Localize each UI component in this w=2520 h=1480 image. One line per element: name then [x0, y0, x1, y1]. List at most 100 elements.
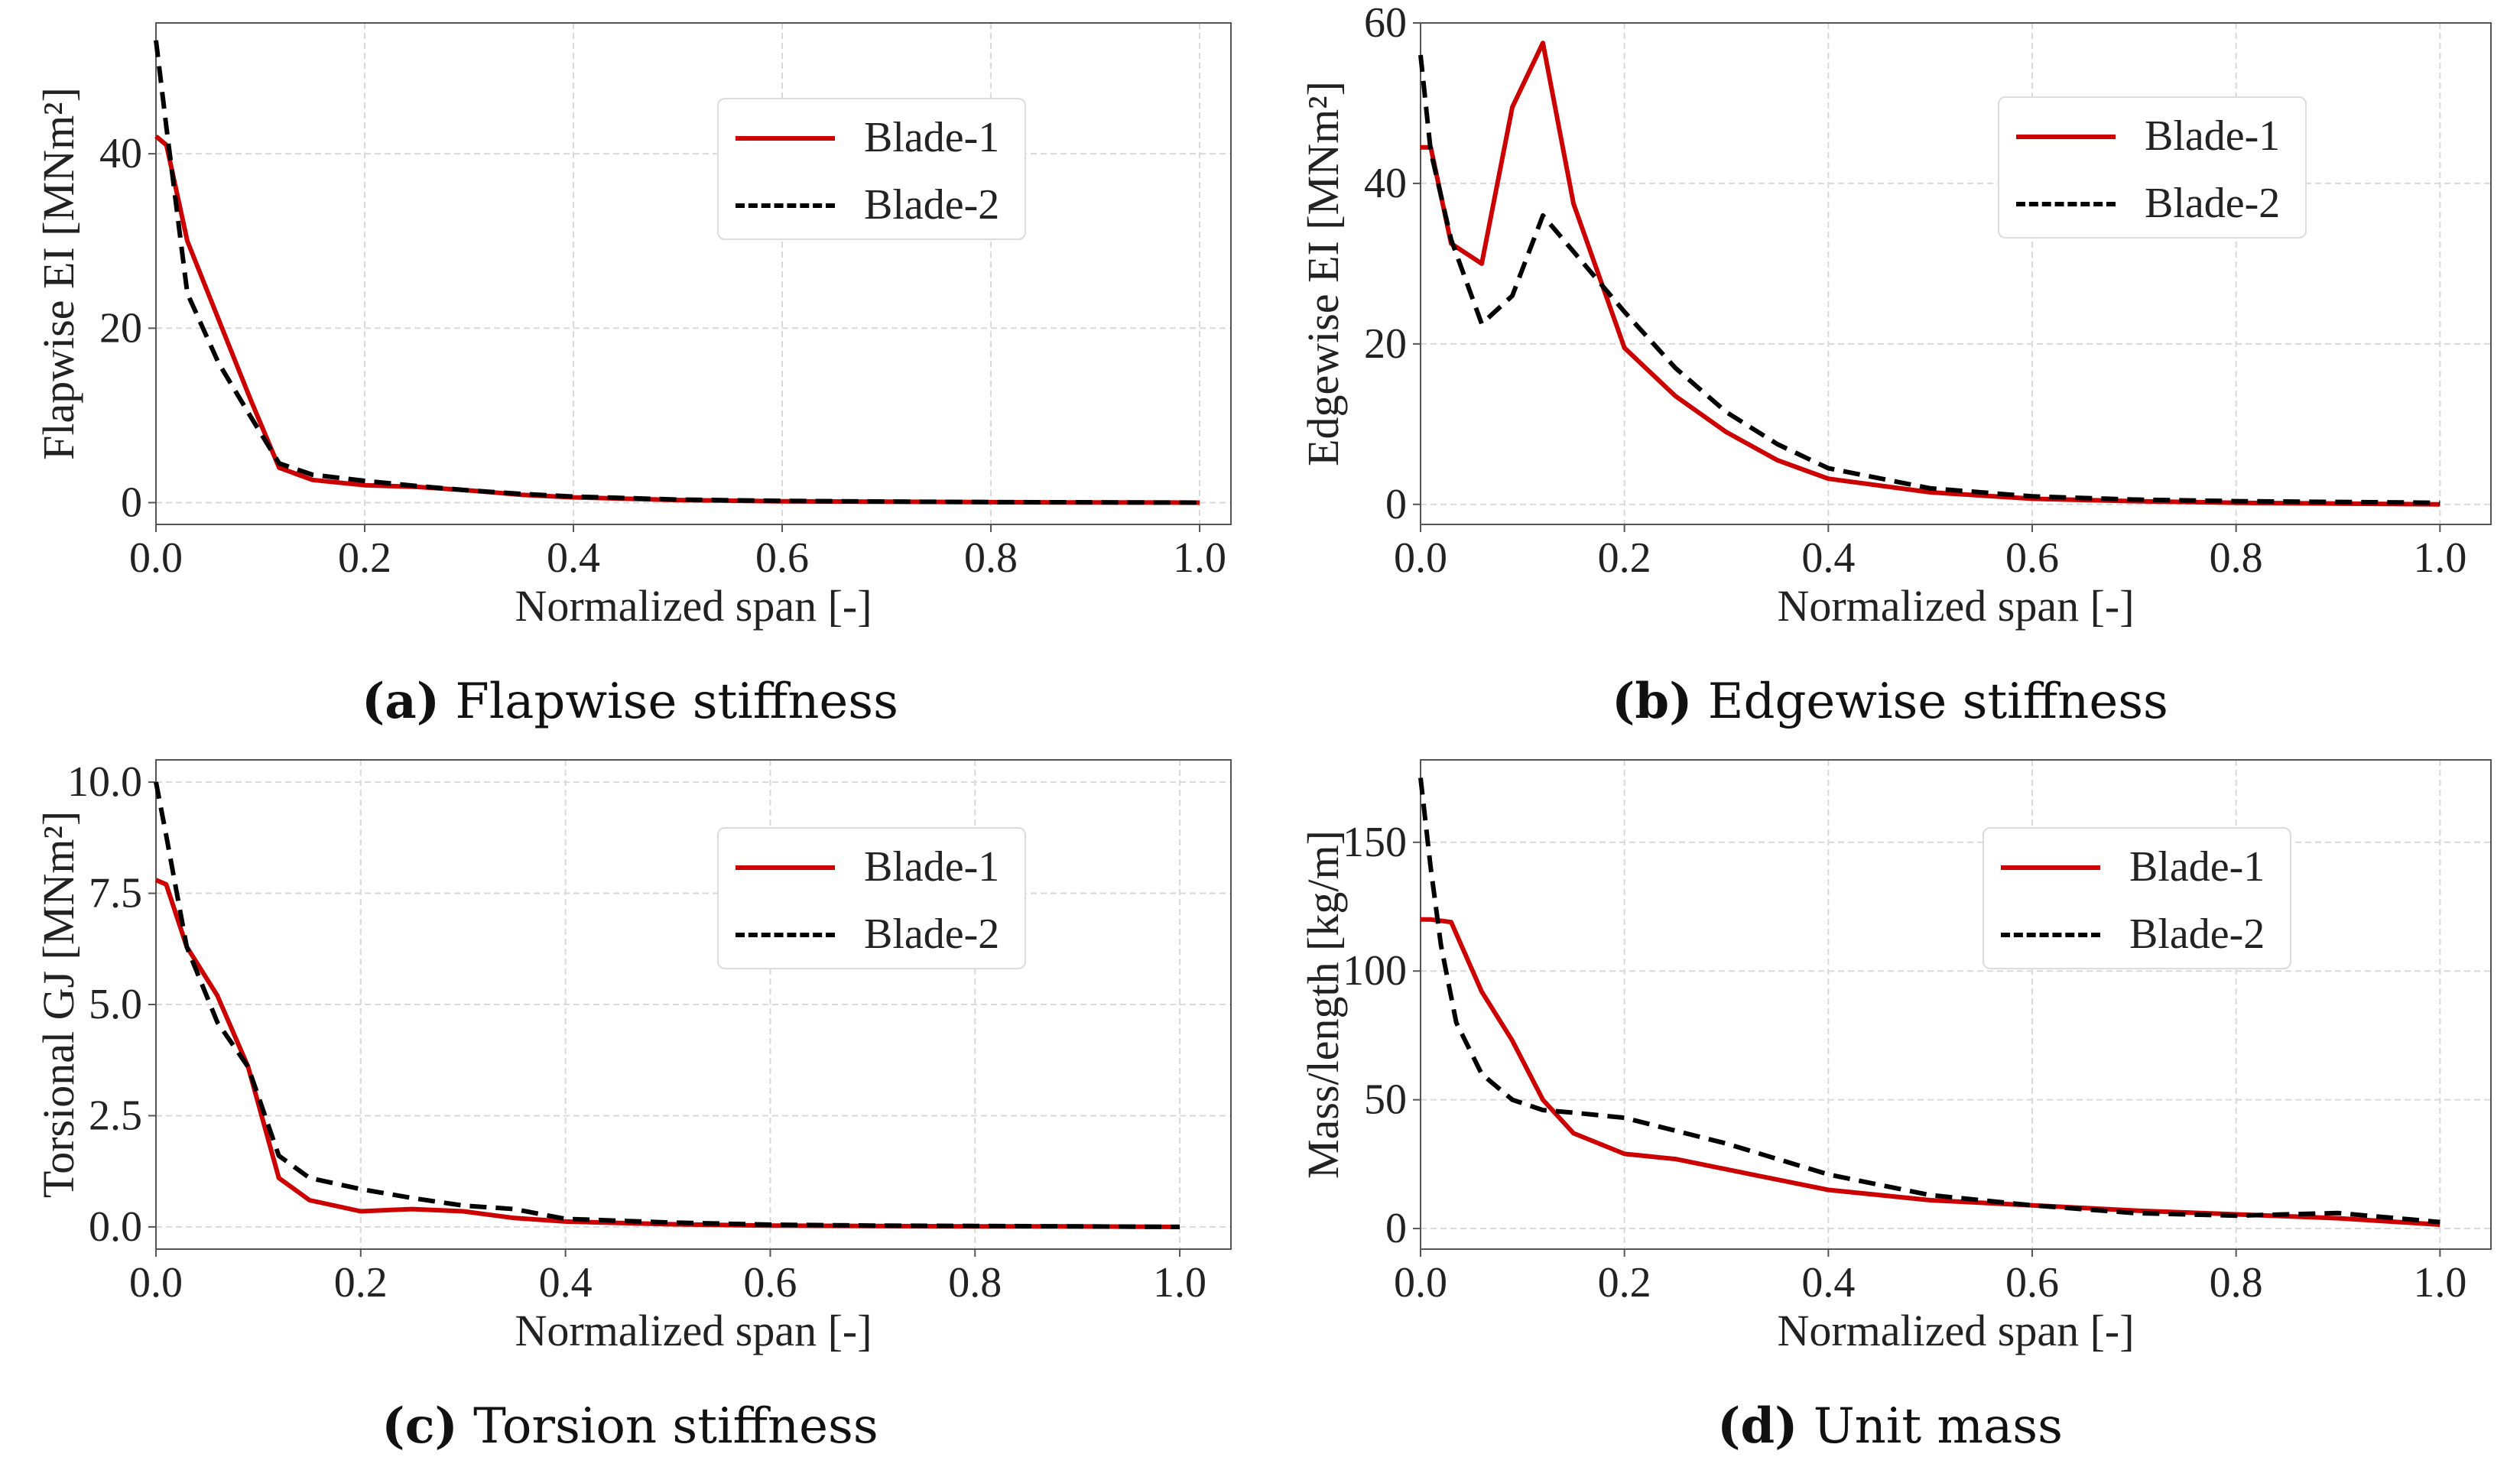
legend-label: Blade-1 [864, 114, 1000, 161]
x-tick-label: 0.0 [1394, 1259, 1447, 1306]
legend-swatch-blade-2 [2001, 933, 2100, 937]
x-tick-label: 1.0 [2413, 534, 2466, 582]
chart-c-svg: 0.0 0.2 0.4 0.6 0.8 1.0 0.0 2.5 5.0 7.5 10.0 Normal… [34, 758, 1232, 1355]
legend-item-blade-1: Blade-1 [719, 836, 1025, 897]
legend-item-blade-2: Blade-2 [719, 174, 1025, 235]
chart-panel-d: 0.0 0.2 0.4 0.6 0.8 1.0 0 50 100 150 Normalized sp… [1260, 740, 2520, 1480]
caption-text: Edgewise stiffness [1707, 673, 2168, 730]
legend-label: Blade-1 [2145, 112, 2281, 160]
x-tick-label: 0.8 [964, 534, 1018, 582]
caption-text: Flapwise stiffness [455, 673, 898, 730]
series-line-blade-1 [1421, 41, 2440, 507]
y-tick-label: 100 [1343, 947, 1407, 995]
caption-label: (b) [1612, 673, 1693, 730]
x-tick-label: 0.4 [547, 534, 600, 582]
plot-frame [155, 22, 1232, 525]
chart-d-svg: 0.0 0.2 0.4 0.6 0.8 1.0 0 50 100 150 Normalized sp… [1298, 759, 2492, 1355]
x-tick-label: 0.0 [129, 1259, 183, 1306]
y-axis-label: Flapwise EI [MNm²] [34, 87, 83, 460]
legend-item-blade-1: Blade-1 [1984, 836, 2290, 897]
x-axis-label: Normalized span [-] [1777, 1306, 2134, 1355]
y-tick-label: 2.5 [89, 1092, 142, 1139]
x-tick-label: 0.2 [334, 1259, 388, 1306]
legend-item-blade-1: Blade-1 [719, 107, 1025, 168]
y-tick-label: 60 [1364, 0, 1407, 47]
legend-swatch-blade-2 [736, 933, 835, 937]
legend: Blade-1 Blade-2 [1998, 96, 2307, 239]
caption-text: Torsion stiffness [473, 1398, 878, 1455]
chart-panel-a: 0.0 0.2 0.4 0.6 0.8 1.0 0 20 40 Normalized span [… [0, 0, 1260, 740]
chart-panel-b: 0.0 0.2 0.4 0.6 0.8 1.0 0 20 40 60 Normalized span… [1260, 0, 2520, 740]
legend: Blade-1 Blade-2 [1983, 827, 2291, 969]
x-tick-label: 1.0 [2413, 1259, 2466, 1306]
figure-caption: (a) Flapwise stiffness [0, 673, 1260, 730]
y-tick-label: 0.0 [89, 1203, 142, 1251]
y-tick-label: 7.5 [89, 870, 142, 917]
series-line-blade-1 [1421, 917, 2440, 1227]
chart-panel-c: 0.0 0.2 0.4 0.6 0.8 1.0 0.0 2.5 5.0 7.5 10.0 Normal… [0, 740, 1260, 1480]
caption-label: (d) [1717, 1397, 1798, 1455]
plot-frame [1420, 22, 2492, 525]
y-tick-label: 0 [1385, 1205, 1407, 1252]
legend-swatch-blade-2 [2016, 202, 2116, 206]
legend-swatch-blade-1 [736, 136, 835, 141]
x-tick-label: 0.4 [1801, 1259, 1855, 1306]
legend-swatch-blade-2 [736, 203, 835, 208]
x-tick-label: 0.0 [129, 534, 183, 582]
caption-label: (c) [382, 1397, 458, 1455]
figure-caption: (d) Unit mass [1260, 1397, 2520, 1455]
x-axis-label: Normalized span [-] [515, 581, 872, 631]
y-axis-label: Torsional GJ [MNm²] [34, 811, 83, 1198]
legend-item-blade-1: Blade-1 [1999, 105, 2305, 167]
legend-swatch-blade-1 [2001, 865, 2100, 870]
legend-label: Blade-1 [2129, 843, 2265, 891]
legend: Blade-1 Blade-2 [717, 98, 1026, 240]
legend-swatch-blade-1 [736, 865, 835, 870]
x-tick-label: 0.4 [539, 1259, 593, 1306]
caption-label: (a) [362, 673, 440, 730]
legend-item-blade-2: Blade-2 [719, 904, 1025, 965]
legend-label: Blade-1 [864, 843, 1000, 891]
y-tick-label: 150 [1343, 819, 1407, 866]
x-tick-label: 0.6 [2005, 1259, 2059, 1306]
x-tick-label: 0.2 [1598, 534, 1651, 582]
legend-swatch-blade-1 [2016, 135, 2116, 139]
legend-item-blade-2: Blade-2 [1984, 904, 2290, 965]
figure-caption: (b) Edgewise stiffness [1260, 673, 2520, 730]
figure-caption: (c) Torsion stiffness [0, 1397, 1260, 1455]
series-line-blade-2 [1418, 54, 2440, 505]
x-tick-label: 1.0 [1153, 1259, 1206, 1306]
legend-label: Blade-2 [864, 181, 1000, 229]
y-tick-label: 0 [1385, 481, 1407, 528]
y-tick-label: 10.0 [67, 758, 142, 806]
y-tick-label: 40 [1364, 160, 1407, 207]
x-tick-label: 0.2 [338, 534, 391, 582]
x-axis-label: Normalized span [-] [515, 1306, 872, 1355]
x-tick-label: 0.2 [1598, 1259, 1651, 1306]
chart-a-svg: 0.0 0.2 0.4 0.6 0.8 1.0 0 20 40 Normalized span [… [34, 22, 1232, 631]
y-tick-label: 40 [99, 130, 142, 177]
chart-b-svg: 0.0 0.2 0.4 0.6 0.8 1.0 0 20 40 60 Normalized span… [1298, 0, 2492, 631]
x-axis-label: Normalized span [-] [1777, 581, 2134, 631]
x-tick-label: 0.8 [948, 1259, 1002, 1306]
x-tick-label: 0.8 [2210, 1259, 2263, 1306]
y-axis-label: Edgewise EI [MNm²] [1298, 81, 1348, 466]
x-tick-label: 0.0 [1394, 534, 1447, 582]
y-tick-label: 5.0 [89, 981, 142, 1028]
x-tick-label: 0.6 [2005, 534, 2059, 582]
x-tick-label: 1.0 [1173, 534, 1226, 582]
x-tick-label: 0.8 [2210, 534, 2263, 582]
series-line-blade-2 [154, 40, 1200, 505]
series-line-blade-2 [154, 781, 1180, 1229]
y-tick-label: 50 [1364, 1076, 1407, 1124]
x-tick-label: 0.6 [743, 1259, 797, 1306]
y-tick-label: 20 [1364, 320, 1407, 368]
y-axis-label: Mass/length [kg/m] [1298, 830, 1348, 1179]
legend-label: Blade-2 [864, 910, 1000, 958]
y-tick-label: 0 [121, 479, 142, 526]
series-line-blade-1 [154, 134, 1200, 505]
legend-label: Blade-2 [2129, 910, 2265, 958]
legend: Blade-1 Blade-2 [717, 827, 1026, 969]
legend-label: Blade-2 [2145, 180, 2281, 227]
series-line-blade-1 [154, 878, 1180, 1229]
